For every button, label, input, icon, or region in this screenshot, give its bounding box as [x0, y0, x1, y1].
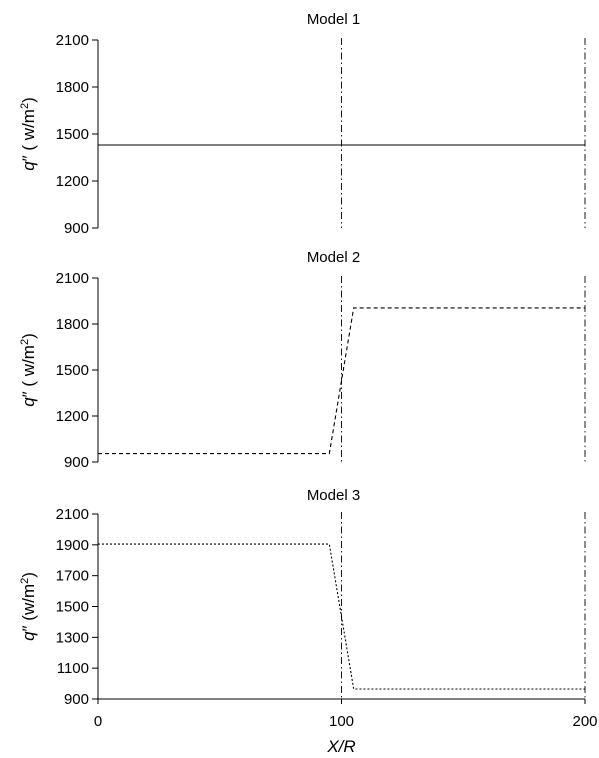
- series-line: [98, 307, 585, 455]
- y-tick-label: 1900: [56, 537, 89, 554]
- y-tick-label: 1300: [56, 629, 89, 646]
- panel-1: Model 1 900 1200 1500 1800 2100 q″ ( w/m2): [19, 11, 586, 237]
- y-tick-label: 1200: [56, 408, 89, 425]
- y-axis-label: q″ ( w/m2): [19, 333, 38, 407]
- y-tick-label: 1800: [56, 316, 89, 333]
- series-line: [98, 543, 585, 690]
- y-axis-label: q″ (w/m2): [19, 572, 38, 641]
- y-tick-label: 1200: [56, 173, 89, 190]
- y-tick-label: 1500: [56, 599, 89, 616]
- x-tick-label: 200: [572, 713, 597, 730]
- y-tick-label: 1800: [56, 79, 89, 96]
- x-axis-label: X/R: [326, 737, 355, 756]
- x-tick-label: 0: [94, 713, 102, 730]
- y-tick-label: 1500: [56, 362, 89, 379]
- panel-title: Model 1: [307, 11, 360, 28]
- y-tick-label: 2100: [56, 506, 89, 523]
- y-tick-label: 2100: [56, 270, 89, 287]
- y-tick-label: 900: [64, 220, 89, 237]
- panel-title: Model 3: [307, 487, 360, 504]
- panel-3: Model 3 900 1100 1300 1500 1700 1900 2100 0 100 20…: [19, 487, 598, 756]
- y-tick-label: 1700: [56, 568, 89, 585]
- panel-title: Model 2: [307, 249, 360, 266]
- y-tick-label: 1500: [56, 126, 89, 143]
- y-tick-label: 900: [64, 691, 89, 708]
- y-tick-label: 2100: [56, 32, 89, 49]
- y-tick-label: 900: [64, 454, 89, 471]
- x-tick-label: 100: [329, 713, 354, 730]
- y-tick-label: 1100: [57, 660, 89, 677]
- panel-2: Model 2 900 1200 1500 1800 2100 q″ ( w/m2): [19, 249, 586, 471]
- y-axis-label: q″ ( w/m2): [19, 97, 38, 171]
